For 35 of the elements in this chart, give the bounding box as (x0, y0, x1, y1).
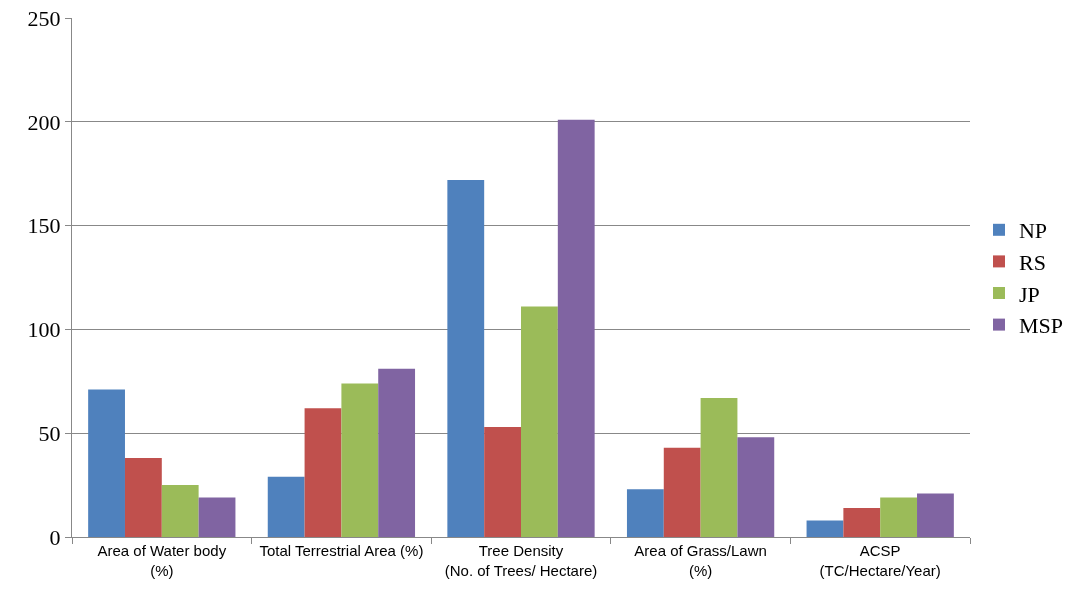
bar (663, 447, 701, 537)
bar (557, 119, 595, 537)
bar (124, 458, 162, 537)
y-tick-label: 200 (27, 109, 61, 135)
x-tick-label: Area of Grass/Lawn (%) (634, 542, 767, 579)
x-tick-label: Total Terrestrial Area (%) (259, 542, 424, 559)
bar (626, 489, 664, 537)
bar (737, 437, 775, 537)
y-tick-label: 150 (27, 213, 61, 239)
bar (341, 383, 379, 537)
x-tick-label: Tree Density (No. of Trees/ Hectare) (444, 542, 598, 579)
y-tick-label: 250 (27, 5, 61, 31)
bar (161, 485, 199, 537)
bar (304, 408, 342, 537)
bar (378, 368, 416, 537)
bar (198, 497, 236, 537)
y-tick-label: 100 (27, 317, 61, 343)
legend-label: MSP (1018, 313, 1064, 339)
legend-label: JP (1018, 281, 1040, 307)
legend-label: RS (1018, 249, 1046, 275)
x-tick-label: Area of Water body (%) (97, 542, 227, 579)
legend-label: NP (1018, 218, 1048, 244)
bar (843, 507, 881, 537)
bar (484, 426, 521, 537)
bar (806, 520, 844, 537)
y-tick-label: 0 (49, 524, 61, 550)
bar (700, 397, 738, 537)
bar (447, 179, 485, 537)
bar (88, 389, 125, 537)
bar (880, 497, 918, 537)
y-tick-label: 50 (38, 420, 61, 446)
bar (267, 476, 305, 537)
x-tick-label: ACSP (TC/Hectare/Year) (819, 542, 941, 579)
bar (521, 306, 558, 537)
bar (917, 493, 954, 537)
